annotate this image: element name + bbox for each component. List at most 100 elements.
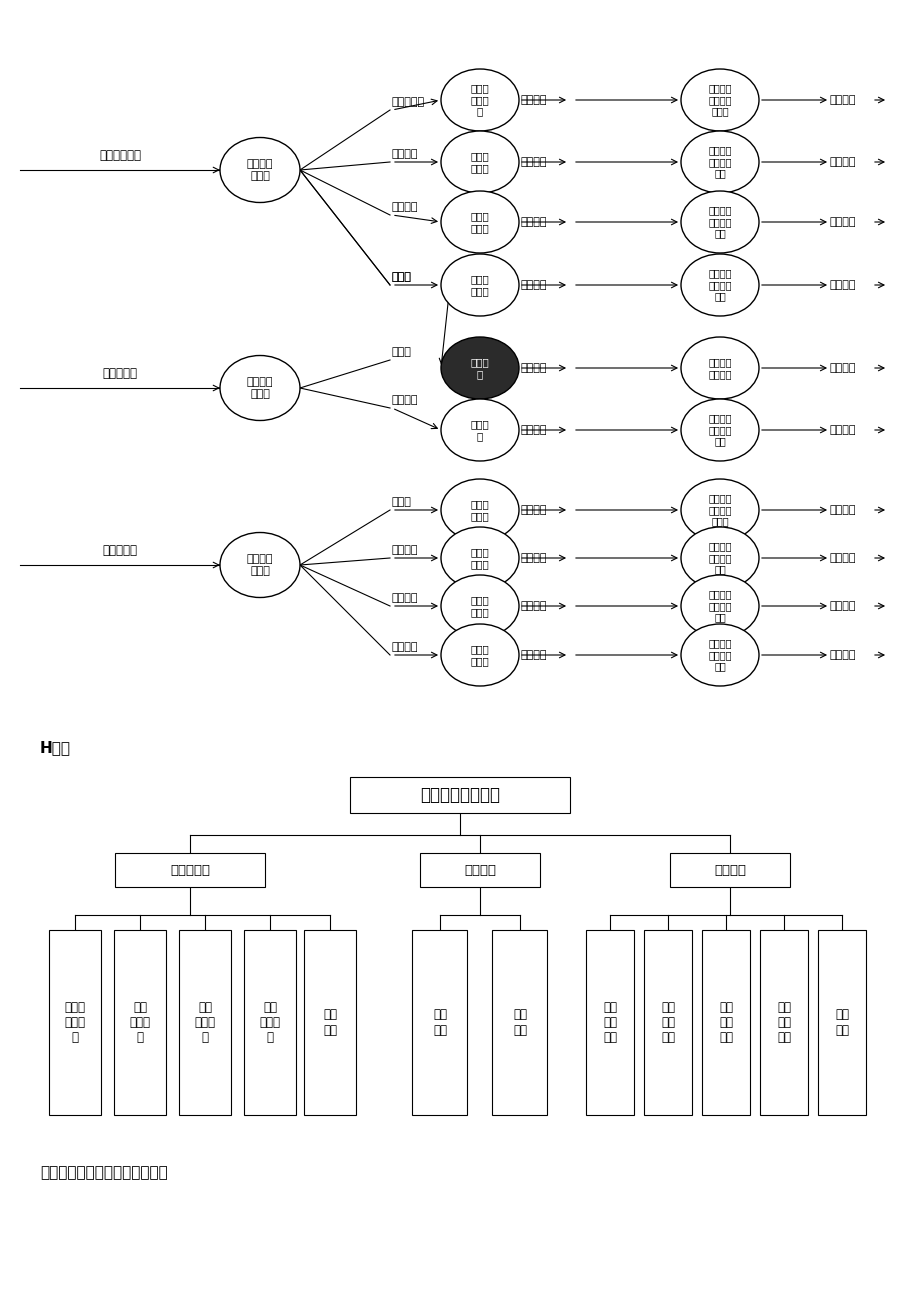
Text: 查询
学生
成绩: 查询 学生 成绩 xyxy=(777,1001,790,1044)
Ellipse shape xyxy=(440,69,518,132)
Text: 显示可管
理项目: 显示可管 理项目 xyxy=(246,378,273,398)
Text: 登录流程图和修改密码流程图：: 登录流程图和修改密码流程图： xyxy=(40,1165,167,1180)
Text: 管理员信息: 管理员信息 xyxy=(391,98,425,107)
Text: 提示课程
信息修改
成功: 提示课程 信息修改 成功 xyxy=(708,268,731,302)
Ellipse shape xyxy=(680,479,758,542)
Text: H图：: H图： xyxy=(40,740,71,755)
Text: 屏幕显示: 屏幕显示 xyxy=(829,363,856,372)
FancyBboxPatch shape xyxy=(420,853,539,887)
Ellipse shape xyxy=(220,533,300,598)
FancyBboxPatch shape xyxy=(817,930,865,1115)
Text: 管理员
信息管
理: 管理员 信息管 理 xyxy=(64,1001,85,1044)
Text: 新密码: 新密码 xyxy=(391,348,412,357)
Text: 屏幕显示: 屏幕显示 xyxy=(829,95,856,105)
Text: 显示可管
理项目: 显示可管 理项目 xyxy=(246,159,273,181)
FancyBboxPatch shape xyxy=(115,853,265,887)
Ellipse shape xyxy=(680,191,758,253)
Text: 修改成功: 修改成功 xyxy=(520,553,547,562)
Ellipse shape xyxy=(440,624,518,686)
Ellipse shape xyxy=(680,254,758,316)
Text: 提示管理
员信息修
改成功: 提示管理 员信息修 改成功 xyxy=(708,83,731,117)
Text: 学生信
息管理: 学生信 息管理 xyxy=(471,211,489,233)
Ellipse shape xyxy=(440,337,518,398)
Text: 提示密码
修改成功: 提示密码 修改成功 xyxy=(708,357,731,379)
Text: 学生、密码: 学生、密码 xyxy=(102,367,137,380)
Text: 屏幕显示: 屏幕显示 xyxy=(829,217,856,227)
Text: 删除学
生成绩: 删除学 生成绩 xyxy=(471,595,489,617)
Text: 屏幕显示: 屏幕显示 xyxy=(829,650,856,660)
Text: 查询成功: 查询成功 xyxy=(520,650,547,660)
Text: 屏幕显示: 屏幕显示 xyxy=(829,424,856,435)
Text: 学生
信息管
理: 学生 信息管 理 xyxy=(130,1001,151,1044)
Text: 管理员、密码: 管理员、密码 xyxy=(99,148,141,161)
Text: 教师、密码: 教师、密码 xyxy=(102,544,137,557)
Ellipse shape xyxy=(680,132,758,193)
Ellipse shape xyxy=(680,575,758,637)
Text: 管理员管理: 管理员管理 xyxy=(170,863,210,876)
Text: 屏幕显示: 屏幕显示 xyxy=(829,280,856,290)
Ellipse shape xyxy=(440,527,518,589)
Text: 学生管理: 学生管理 xyxy=(463,863,495,876)
Text: 屏幕显示: 屏幕显示 xyxy=(829,553,856,562)
Text: 修改学
生成绩: 修改学 生成绩 xyxy=(471,547,489,569)
Text: 课程信
息管理: 课程信 息管理 xyxy=(471,275,489,296)
FancyBboxPatch shape xyxy=(349,777,570,812)
Text: 修改成功: 修改成功 xyxy=(520,363,547,372)
Text: 提示学生
信息修改
成功: 提示学生 信息修改 成功 xyxy=(708,590,731,622)
Ellipse shape xyxy=(440,132,518,193)
Ellipse shape xyxy=(440,479,518,542)
Text: 密码修
改: 密码修 改 xyxy=(471,357,489,379)
Text: 显示可管
理项目: 显示可管 理项目 xyxy=(246,555,273,575)
Text: 录入学
生成绩: 录入学 生成绩 xyxy=(471,499,489,521)
Text: 查询成功: 查询成功 xyxy=(520,424,547,435)
Ellipse shape xyxy=(680,527,758,589)
Text: 修改
密码: 修改 密码 xyxy=(323,1009,336,1036)
Ellipse shape xyxy=(440,191,518,253)
Text: 提示教师
信息修改
成功: 提示教师 信息修改 成功 xyxy=(708,542,731,574)
Text: 修改成功: 修改成功 xyxy=(520,280,547,290)
Ellipse shape xyxy=(680,624,758,686)
Ellipse shape xyxy=(440,575,518,637)
FancyBboxPatch shape xyxy=(412,930,467,1115)
Text: 修改
密码: 修改 密码 xyxy=(513,1009,527,1036)
Text: 提示教师
信息修改
成功: 提示教师 信息修改 成功 xyxy=(708,146,731,178)
Ellipse shape xyxy=(220,355,300,421)
Text: 修改成功: 修改成功 xyxy=(520,158,547,167)
Text: 教师信
息管理: 教师信 息管理 xyxy=(471,151,489,173)
Text: 新密码: 新密码 xyxy=(391,272,412,283)
Ellipse shape xyxy=(680,337,758,398)
Text: 学生成绩管理系统: 学生成绩管理系统 xyxy=(420,786,499,805)
Text: 学生成绩: 学生成绩 xyxy=(391,592,418,603)
Ellipse shape xyxy=(680,398,758,461)
Text: 修改成功: 修改成功 xyxy=(520,95,547,105)
FancyBboxPatch shape xyxy=(669,853,789,887)
FancyBboxPatch shape xyxy=(643,930,691,1115)
FancyBboxPatch shape xyxy=(179,930,231,1115)
Text: 修改
学生
成绩: 修改 学生 成绩 xyxy=(660,1001,675,1044)
Text: 修改
密码: 修改 密码 xyxy=(834,1009,848,1036)
FancyBboxPatch shape xyxy=(303,930,356,1115)
Ellipse shape xyxy=(440,398,518,461)
Text: 删除
学生
成绩: 删除 学生 成绩 xyxy=(719,1001,732,1044)
Text: 课程
信息管
理: 课程 信息管 理 xyxy=(259,1001,280,1044)
Text: 查询学
生成绩: 查询学 生成绩 xyxy=(471,644,489,665)
Text: 修改成功: 修改成功 xyxy=(520,217,547,227)
FancyBboxPatch shape xyxy=(492,930,547,1115)
Text: 新密码: 新密码 xyxy=(391,497,412,506)
Text: 教师信息: 教师信息 xyxy=(391,148,418,159)
Ellipse shape xyxy=(220,138,300,203)
Text: 提示课程
信息修改
成功: 提示课程 信息修改 成功 xyxy=(708,638,731,672)
Text: 学生信息: 学生信息 xyxy=(391,202,418,212)
Text: 提示学生
信息修改
成功: 提示学生 信息修改 成功 xyxy=(708,206,731,238)
Text: 屏幕显示: 屏幕显示 xyxy=(829,158,856,167)
FancyBboxPatch shape xyxy=(49,930,101,1115)
Text: 查询成绩: 查询成绩 xyxy=(391,395,418,405)
Text: 教师
信息管
理: 教师 信息管 理 xyxy=(194,1001,215,1044)
Text: 屏幕显示: 屏幕显示 xyxy=(829,505,856,516)
FancyBboxPatch shape xyxy=(244,930,296,1115)
Text: 录入成功: 录入成功 xyxy=(520,505,547,516)
FancyBboxPatch shape xyxy=(701,930,749,1115)
Text: 删除成功: 删除成功 xyxy=(520,602,547,611)
Text: 查询成
绩: 查询成 绩 xyxy=(471,419,489,441)
Text: 新密码: 新密码 xyxy=(391,272,412,283)
